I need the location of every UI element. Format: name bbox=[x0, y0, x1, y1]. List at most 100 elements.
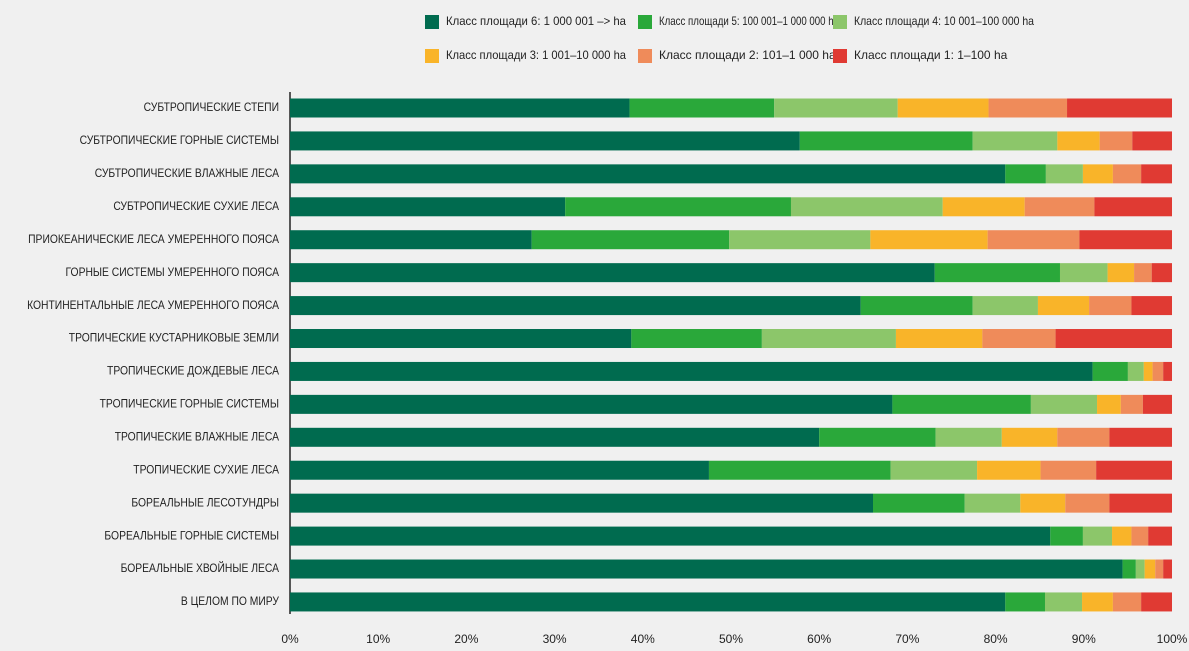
bar-segment bbox=[1112, 164, 1142, 184]
bar-segment bbox=[708, 460, 891, 480]
bar-segment bbox=[774, 98, 898, 118]
bar-segment bbox=[1089, 296, 1132, 316]
legend-label: Класс площади 1: 1–100 ha bbox=[854, 48, 1008, 62]
bar-segment bbox=[1082, 526, 1113, 546]
bar-segment bbox=[629, 98, 775, 118]
bar-segment bbox=[892, 394, 1031, 414]
bar-segment bbox=[1082, 592, 1113, 612]
bar-segment bbox=[290, 263, 935, 283]
bar-segment bbox=[799, 131, 973, 151]
bar-segment bbox=[1120, 394, 1143, 414]
y-tick-label: СУБТРОПИЧЕСКИЕ ГОРНЫЕ СИСТЕМЫ bbox=[80, 133, 279, 147]
y-tick-label: ТРОПИЧЕСКИЕ КУСТАРНИКОВЫЕ ЗЕМЛИ bbox=[69, 331, 279, 345]
legend-label: Класс площади 3: 1 001–10 000 ha bbox=[446, 48, 626, 62]
bar-segment bbox=[1001, 427, 1058, 447]
bar-segment bbox=[934, 263, 1060, 283]
legend-swatch bbox=[425, 49, 439, 63]
bar-segment bbox=[1141, 164, 1172, 184]
bar-segment bbox=[942, 197, 1025, 217]
y-tick-label: ТРОПИЧЕСКИЕ СУХИЕ ЛЕСА bbox=[133, 462, 279, 476]
bar-segment bbox=[290, 131, 800, 151]
y-tick-label: ТРОПИЧЕСКИЕ ДОЖДЕВЫЕ ЛЕСА bbox=[107, 364, 279, 378]
bar-segment bbox=[1067, 98, 1172, 118]
bar-segment bbox=[290, 296, 861, 316]
bar-segment bbox=[1096, 460, 1172, 480]
bar-segment bbox=[1107, 263, 1135, 283]
bar-segment bbox=[1131, 526, 1149, 546]
bar-segment bbox=[1132, 131, 1172, 151]
y-tick-label: ГОРНЫЕ СИСТЕМЫ УМЕРЕННОГО ПОЯСА bbox=[66, 265, 279, 279]
bar-segment bbox=[1127, 361, 1144, 381]
bar-segment bbox=[631, 329, 762, 349]
x-tick-label: 90% bbox=[1072, 632, 1096, 646]
bar-segment bbox=[1152, 361, 1164, 381]
y-tick-label: БОРЕАЛЬНЫЕ ХВОЙНЫЕ ЛЕСА bbox=[121, 560, 279, 575]
bar-segment bbox=[565, 197, 791, 217]
y-tick-label: КОНТИНЕНТАЛЬНЫЕ ЛЕСА УМЕРЕННОГО ПОЯСА bbox=[27, 298, 279, 312]
y-tick-label: СУБТРОПИЧЕСКИЕ ВЛАЖНЫЕ ЛЕСА bbox=[95, 166, 279, 180]
y-tick-label: ТРОПИЧЕСКИЕ ГОРНЫЕ СИСТЕМЫ bbox=[100, 397, 279, 411]
bar-segment bbox=[1045, 164, 1083, 184]
x-tick-label: 10% bbox=[366, 632, 390, 646]
bar-segment bbox=[1050, 526, 1083, 546]
x-tick-label: 60% bbox=[807, 632, 831, 646]
bar-segment bbox=[1065, 493, 1110, 513]
bar-segment bbox=[1135, 559, 1145, 579]
bar-segment bbox=[870, 230, 988, 250]
bar-segment bbox=[982, 329, 1056, 349]
bar-segment bbox=[290, 493, 874, 513]
bar-segment bbox=[729, 230, 871, 250]
y-tick-label: СУБТРОПИЧЕСКИЕ СТЕПИ bbox=[144, 100, 279, 114]
bar-segment bbox=[1112, 592, 1142, 612]
bar-segment bbox=[290, 526, 1051, 546]
bar-segment bbox=[890, 460, 978, 480]
legend-swatch bbox=[638, 15, 652, 29]
legend-swatch bbox=[425, 15, 439, 29]
bar-segment bbox=[1144, 559, 1156, 579]
bar-segment bbox=[1079, 230, 1172, 250]
y-tick-label: ТРОПИЧЕСКИЕ ВЛАЖНЫЕ ЛЕСА bbox=[115, 429, 279, 443]
bar-segment bbox=[897, 98, 989, 118]
bar-segment bbox=[1097, 394, 1121, 414]
legend-swatch bbox=[833, 49, 847, 63]
bar-segment bbox=[1092, 361, 1128, 381]
y-tick-label: БОРЕАЛЬНЫЕ ЛЕСОТУНДРЫ bbox=[131, 495, 279, 509]
bar-segment bbox=[790, 197, 943, 217]
x-tick-label: 70% bbox=[895, 632, 919, 646]
bar-segment bbox=[290, 230, 532, 250]
bar-segment bbox=[1151, 263, 1172, 283]
legend-swatch bbox=[638, 49, 652, 63]
y-tick-label: БОРЕАЛЬНЫЕ ГОРНЫЕ СИСТЕМЫ bbox=[104, 528, 279, 542]
bar-segment bbox=[1141, 592, 1172, 612]
x-tick-label: 30% bbox=[543, 632, 567, 646]
bar-segment bbox=[1005, 164, 1046, 184]
bar-segment bbox=[1134, 263, 1152, 283]
x-tick-label: 0% bbox=[281, 632, 299, 646]
bar-segment bbox=[977, 460, 1041, 480]
bar-segment bbox=[531, 230, 730, 250]
bar-segment bbox=[1109, 493, 1172, 513]
bar-segment bbox=[895, 329, 983, 349]
x-tick-label: 80% bbox=[984, 632, 1008, 646]
legend-label: Класс площади 4: 10 001–100 000 ha bbox=[854, 14, 1034, 28]
legend-label: Класс площади 6: 1 000 001 –> ha bbox=[446, 14, 626, 28]
bar-segment bbox=[290, 394, 893, 414]
bar-segment bbox=[290, 559, 1123, 579]
bar-segment bbox=[1037, 296, 1090, 316]
bar-segment bbox=[972, 131, 1058, 151]
x-tick-label: 20% bbox=[454, 632, 478, 646]
bar-segment bbox=[987, 230, 1080, 250]
bar-segment bbox=[1055, 329, 1172, 349]
bar-segment bbox=[290, 197, 566, 217]
legend-label: Класс площади 2: 101–1 000 ha bbox=[659, 48, 836, 62]
bar-segment bbox=[290, 361, 1093, 381]
bar-segment bbox=[1143, 361, 1153, 381]
bar-segment bbox=[290, 592, 1006, 612]
bar-segment bbox=[290, 427, 820, 447]
bar-segment bbox=[1020, 493, 1066, 513]
bar-segment bbox=[1057, 427, 1110, 447]
legend-label: Класс площади 5: 100 001–1 000 000 ha bbox=[659, 14, 839, 28]
bar-segment bbox=[290, 329, 632, 349]
bar-segment bbox=[1148, 526, 1172, 546]
y-tick-label: В ЦЕЛОМ ПО МИРУ bbox=[181, 594, 279, 608]
